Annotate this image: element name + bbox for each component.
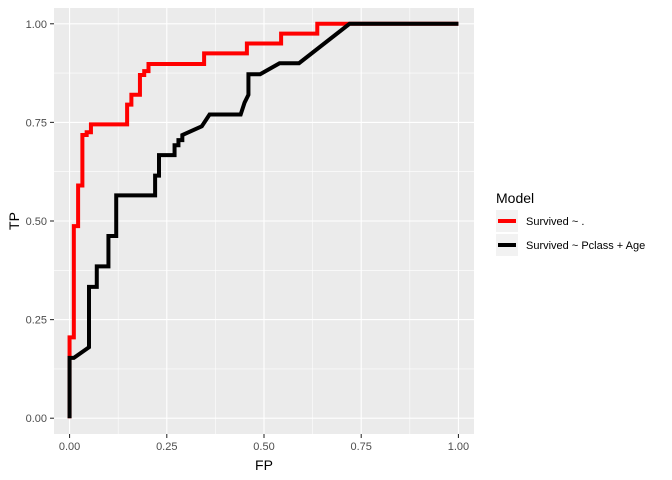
- y-tick-label: 0.00: [26, 413, 47, 425]
- axis-ticks: [50, 23, 459, 438]
- legend: Model Survived ~ . Survived ~ Pclass + Ag…: [496, 190, 645, 256]
- legend-keys: Survived ~ . Survived ~ Pclass + Age: [496, 210, 645, 256]
- series-line-2: [67, 21, 459, 419]
- x-axis-title: FP: [255, 457, 273, 473]
- x-tick-label: 0.00: [59, 441, 80, 453]
- x-tick-label: 0.75: [351, 441, 372, 453]
- x-tick-label: 1.00: [448, 441, 469, 453]
- y-axis-title: TP: [6, 212, 22, 230]
- legend-entry-label: Survived ~ .: [526, 216, 584, 228]
- x-tick-label: 0.25: [156, 441, 177, 453]
- legend-entry-label: Survived ~ Pclass + Age: [526, 240, 645, 252]
- y-tick-label: 0.75: [26, 117, 47, 129]
- series-lines: [67, 21, 459, 419]
- y-tick-label: 1.00: [26, 19, 47, 31]
- legend-title: Model: [496, 190, 534, 206]
- series-line-1: [67, 21, 459, 419]
- y-tick-label: 0.50: [26, 216, 47, 228]
- y-tick-label: 0.25: [26, 315, 47, 327]
- x-tick-label: 0.50: [253, 441, 274, 453]
- axis-tick-labels: 0.00 0.25 0.50 0.75 1.00 0.00 0.25 0.50 0.75 1.00: [26, 19, 470, 453]
